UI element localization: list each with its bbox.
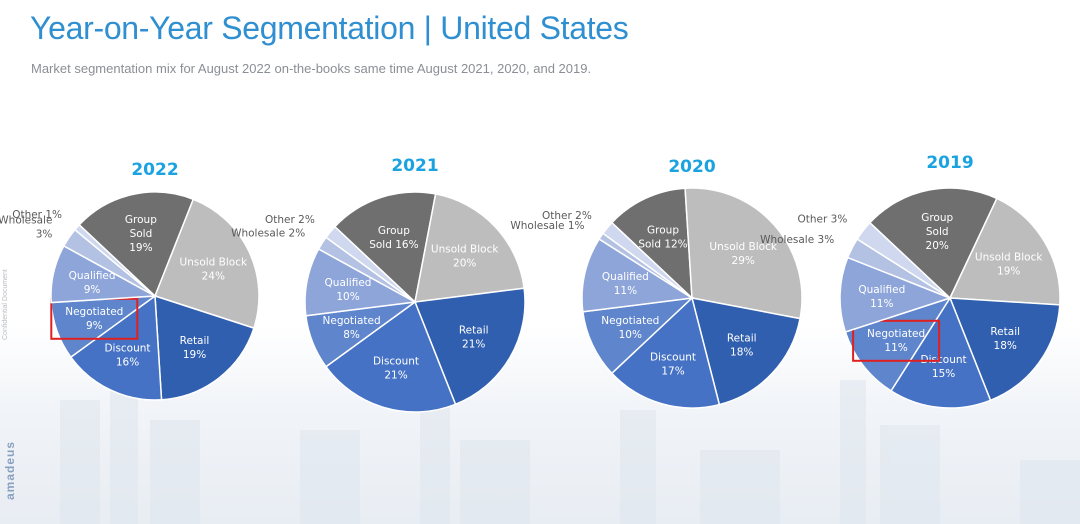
slice-label-qualified: Qualified 9% (69, 270, 116, 296)
pie-chart-2021: 2021 Group Sold 16% Unsold Block 20% Retail 21… (231, 156, 526, 413)
slice-label-qualified: Qualified 11% (858, 284, 905, 310)
slice-retail (690, 297, 801, 406)
chart-title: 2021 (391, 156, 438, 176)
slice-label-retail: Retail 19% (180, 335, 210, 361)
slice-label-unsold-block: Unsold Block 29% (709, 241, 777, 267)
slice-label-other: Other 2% (542, 210, 592, 222)
slice-unsold-block (154, 198, 260, 330)
slice-other (856, 221, 951, 299)
slice-group-sold (333, 191, 437, 304)
slice-label-unsold-block: Unsold Block 24% (180, 257, 248, 283)
slice-unsold-block (414, 193, 525, 303)
slice-label-wholesale: Wholesale 2% (231, 227, 305, 239)
slice-other (73, 223, 156, 297)
slice-label-unsold-block: Unsold Block 20% (431, 243, 499, 269)
slice-discount (69, 294, 163, 401)
chart-title: 2022 (131, 160, 178, 180)
slice-qualified (581, 238, 695, 313)
slice-label-negotiated: Negotiated 9% (65, 306, 123, 332)
chart-title: 2020 (668, 157, 715, 177)
slice-unsold-block (684, 187, 803, 320)
slice-other (324, 225, 416, 303)
slice-label-negotiated: Negotiated 10% (601, 315, 659, 341)
slice-label-other: Other 2% (265, 214, 315, 226)
highlight-box (852, 319, 941, 362)
slice-label-discount: Discount 17% (650, 352, 696, 378)
chart-title: 2019 (926, 153, 973, 173)
slice-qualified (839, 256, 953, 333)
pie-chart-2020: 2020 Group Sold 12% Unsold Block 29% Retail 18… (510, 157, 803, 409)
slice-label-group-sold: Group Sold 12% (638, 224, 687, 250)
slice-discount (890, 296, 992, 409)
slice-label-retail: Retail 18% (990, 326, 1020, 352)
slice-retail (948, 297, 1061, 402)
slice-label-wholesale: Wholesale 3% (760, 234, 834, 246)
slice-label-wholesale: Wholesale 3% (0, 214, 52, 240)
slice-label-qualified: Qualified 10% (325, 277, 372, 303)
slice-label-retail: Retail 18% (727, 333, 757, 359)
pie-chart-2022: 2022 Group Sold 19% Unsold Block 24% Retail 19%… (0, 160, 260, 401)
slice-other (601, 221, 693, 299)
slice-label-group-sold: Group Sold 16% (369, 225, 418, 251)
slice-group-sold (610, 187, 693, 300)
slice-label-group-sold: Group Sold 19% (125, 214, 157, 254)
slice-discount (610, 296, 721, 409)
slice-label-wholesale: Wholesale 1% (510, 220, 584, 232)
slice-group-sold (868, 187, 998, 300)
slice-label-discount: Discount 16% (104, 342, 150, 368)
slice-label-unsold-block: Unsold Block 19% (975, 251, 1043, 277)
slice-label-qualified: Qualified 11% (602, 271, 649, 297)
slice-label-other: Other 3% (797, 213, 847, 225)
slice-label-negotiated: Negotiated 11% (867, 328, 925, 354)
slice-label-retail: Retail 21% (459, 325, 489, 351)
slice-label-negotiated: Negotiated 8% (323, 315, 381, 341)
slice-discount (324, 300, 457, 413)
pie-chart-2019: 2019 Group Sold 20% Unsold Block 19% Retail 18%… (760, 153, 1061, 409)
slice-unsold-block (948, 197, 1061, 306)
slice-label-group-sold: Group Sold 20% (921, 212, 953, 252)
page-title: Year-on-Year Segmentation | United State… (30, 10, 629, 46)
slice-label-other: Other 1% (12, 209, 62, 221)
slice-retail (413, 287, 526, 406)
slice-label-discount: Discount 21% (373, 356, 419, 382)
slice-label-discount: Discount 15% (921, 354, 967, 380)
page-subtitle: Market segmentation mix for August 2022 … (31, 61, 592, 76)
slice-retail (154, 294, 255, 401)
